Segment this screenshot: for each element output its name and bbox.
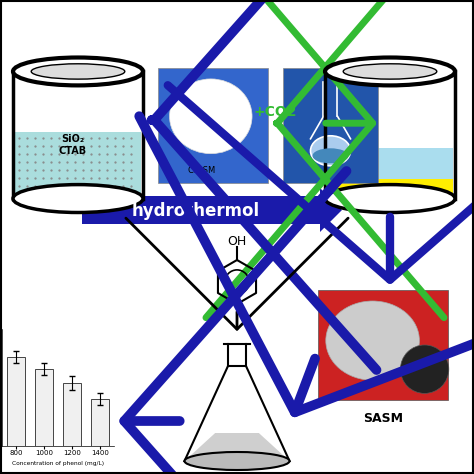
Bar: [35, 369, 53, 474]
Circle shape: [401, 345, 449, 393]
Ellipse shape: [325, 184, 455, 212]
Polygon shape: [184, 433, 290, 461]
Bar: [158, 68, 268, 183]
Ellipse shape: [326, 301, 419, 380]
Text: SiO₂
CTAB: SiO₂ CTAB: [59, 134, 87, 156]
Ellipse shape: [312, 148, 348, 164]
Text: +CO2: +CO2: [254, 105, 297, 118]
Bar: [7, 357, 25, 474]
Bar: [327, 179, 453, 199]
Ellipse shape: [170, 79, 252, 154]
Bar: [327, 148, 453, 179]
Text: hydrothermol: hydrothermol: [132, 202, 260, 220]
Bar: [325, 72, 455, 212]
Bar: [318, 290, 448, 400]
Ellipse shape: [325, 57, 455, 85]
Polygon shape: [184, 366, 290, 461]
X-axis label: Concentration of phenol (mg/L): Concentration of phenol (mg/L): [12, 461, 104, 466]
Ellipse shape: [310, 136, 350, 166]
Ellipse shape: [31, 64, 125, 79]
Ellipse shape: [13, 184, 143, 212]
Ellipse shape: [343, 64, 437, 79]
Bar: [15, 132, 141, 199]
Bar: [82, 196, 320, 224]
Text: OH: OH: [228, 235, 246, 248]
Text: CO₂SM: CO₂SM: [188, 166, 216, 175]
Bar: [283, 68, 378, 183]
Ellipse shape: [184, 452, 290, 470]
Bar: [91, 399, 109, 474]
Bar: [13, 72, 143, 212]
Text: SASM: SASM: [363, 412, 403, 425]
Bar: [63, 383, 81, 474]
Polygon shape: [320, 188, 342, 232]
Ellipse shape: [13, 57, 143, 85]
